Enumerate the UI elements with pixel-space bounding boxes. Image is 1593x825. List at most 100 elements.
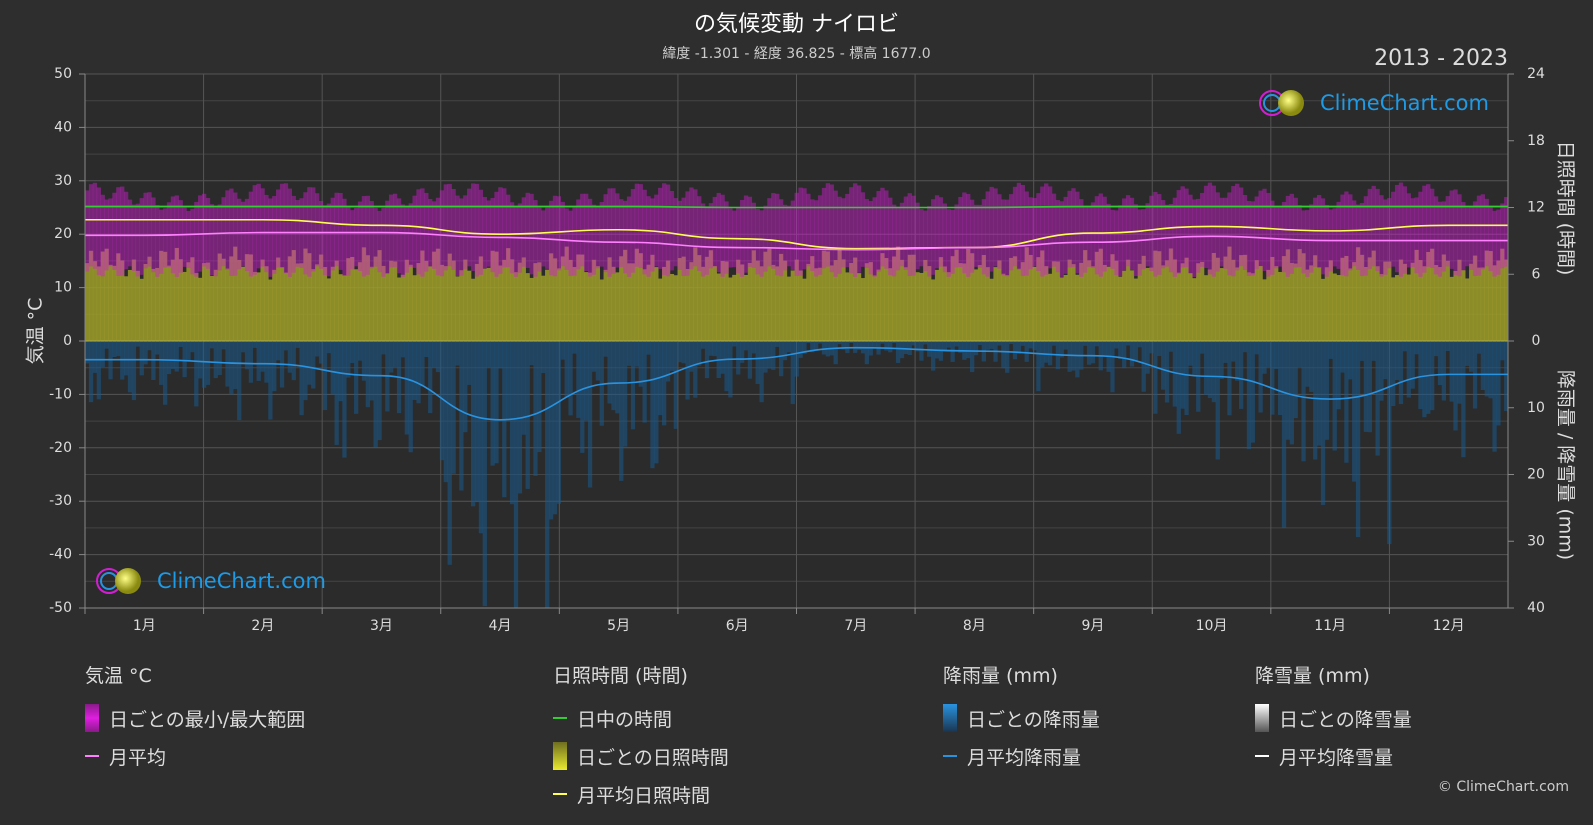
daily-rain-bar <box>1316 341 1322 446</box>
daily-temp-range-bar <box>1301 210 1306 274</box>
daily-temp-range-bar <box>755 208 760 275</box>
daily-rain-bar <box>1305 341 1310 387</box>
daily-temp-range-bar <box>1488 206 1493 272</box>
daily-sunshine-bar <box>108 264 113 341</box>
daily-rain-bar <box>166 341 172 375</box>
daily-rain-bar <box>732 341 737 347</box>
daily-rain-bar <box>1125 341 1131 346</box>
daily-sunshine-bar <box>907 254 912 341</box>
daily-temp-range-bar <box>1176 190 1181 274</box>
daily-rain-bar <box>404 341 409 435</box>
daily-sunshine-bar <box>123 276 129 341</box>
daily-sunshine-bar <box>1079 262 1084 341</box>
daily-temp-range-bar <box>1305 210 1310 277</box>
daily-temp-range-bar <box>1153 191 1158 277</box>
daily-sunshine-bar <box>494 251 499 341</box>
daily-sunshine-bar <box>482 268 487 341</box>
daily-rain-bar <box>587 341 593 488</box>
daily-temp-range-bar <box>888 197 893 276</box>
x-tick-label: 2月 <box>251 618 274 634</box>
daily-rain-bar <box>630 341 636 430</box>
daily-rain-bar <box>619 341 624 481</box>
daily-rain-bar <box>392 341 398 368</box>
legend-item-daily-sun: 日ごとの日照時間 <box>553 737 729 775</box>
daily-temp-range-bar <box>1184 188 1189 268</box>
legend-rain: 降雨量 (mm) 日ごとの降雨量 月平均降雨量 <box>943 661 1100 775</box>
daily-temp-range-bar <box>962 192 967 274</box>
daily-sunshine-bar <box>513 272 519 341</box>
right-tick-label: 20 <box>1527 467 1545 483</box>
daily-rain-bar <box>942 341 947 352</box>
daily-rain-bar <box>1336 341 1341 410</box>
daily-rain-bar <box>1102 341 1107 356</box>
left-tick-label: 20 <box>54 226 72 242</box>
legend-label: 日ごとの降雨量 <box>967 708 1100 731</box>
daily-rain-bar <box>802 341 807 354</box>
daily-temp-range-bar <box>537 207 542 272</box>
daily-rain-bar <box>1410 341 1415 389</box>
daily-temp-range-bar <box>1211 185 1217 277</box>
daily-sunshine-bar <box>326 278 332 341</box>
daily-sunshine-bar <box>1008 257 1014 341</box>
daily-sunshine-bar <box>1394 275 1400 341</box>
daily-rain-bar <box>1086 341 1092 365</box>
daily-sunshine-bar <box>591 259 597 341</box>
daily-rain-bar <box>1200 341 1205 354</box>
daily-rain-bar <box>1012 341 1018 360</box>
daily-rain-bar <box>747 341 753 379</box>
daily-temp-range-bar <box>1352 200 1357 267</box>
daily-rain-bar <box>264 341 269 383</box>
daily-sunshine-bar <box>463 259 468 341</box>
daily-rain-bar <box>303 341 308 401</box>
daily-rain-bar <box>1242 341 1248 353</box>
daily-rain-bar <box>1391 341 1396 407</box>
daily-sunshine-bar <box>1242 254 1248 341</box>
daily-sunshine-bar <box>178 259 183 341</box>
daily-rain-bar <box>92 341 98 373</box>
daily-rain-bar <box>1270 341 1275 415</box>
daily-rain-bar <box>1235 341 1240 381</box>
daily-temp-range-bar <box>1457 194 1462 277</box>
daily-rain-bar <box>763 341 768 373</box>
daily-sunshine-bar <box>260 259 265 341</box>
daily-temp-range-bar <box>174 195 179 277</box>
x-tick-label: 10月 <box>1196 618 1228 634</box>
daily-rain-bar <box>872 341 877 347</box>
daily-rain-bar <box>712 341 717 357</box>
legend-title: 降雪量 (mm) <box>1255 665 1370 687</box>
daily-sunshine-bar <box>1184 257 1189 341</box>
daily-sunshine-bar <box>915 272 920 341</box>
daily-temp-range-bar <box>326 203 332 277</box>
daily-temp-range-bar <box>1094 196 1100 275</box>
daily-temp-range-bar <box>416 189 421 275</box>
daily-rain-bar <box>833 341 838 365</box>
daily-sunshine-bar <box>311 269 316 341</box>
daily-sunshine-bar <box>357 262 363 341</box>
daily-temp-range-bar <box>1332 208 1337 267</box>
daily-sunshine-bar <box>708 250 714 341</box>
daily-temp-range-bar <box>1383 199 1388 275</box>
daily-rain-bar <box>209 341 215 349</box>
daily-temp-range-bar <box>821 187 827 269</box>
daily-rain-bar <box>704 341 710 379</box>
daily-rain-bar <box>1355 341 1361 538</box>
daily-rain-bar <box>1266 341 1271 368</box>
daily-sunshine-bar <box>404 259 409 341</box>
daily-temp-range-bar <box>478 189 484 275</box>
x-tick-label: 5月 <box>607 618 630 634</box>
daily-sunshine-bar <box>1437 267 1443 341</box>
daily-sunshine-bar <box>1106 266 1111 341</box>
daily-rain-bar <box>1281 341 1287 528</box>
daily-temp-range-bar <box>396 198 402 274</box>
right-tick-label: 0 <box>1532 333 1541 349</box>
daily-rain-bar <box>931 341 936 371</box>
daily-sunshine-bar <box>1500 248 1505 341</box>
daily-sunshine-bar <box>1164 260 1170 341</box>
daily-sunshine-bar <box>1133 278 1139 341</box>
daily-sunshine-bar <box>428 266 433 341</box>
daily-rain-bar <box>182 341 187 378</box>
daily-rain-bar <box>681 341 686 364</box>
daily-rain-bar <box>849 341 854 344</box>
daily-rain-bar <box>170 341 176 369</box>
daily-temp-range-bar <box>806 193 811 267</box>
